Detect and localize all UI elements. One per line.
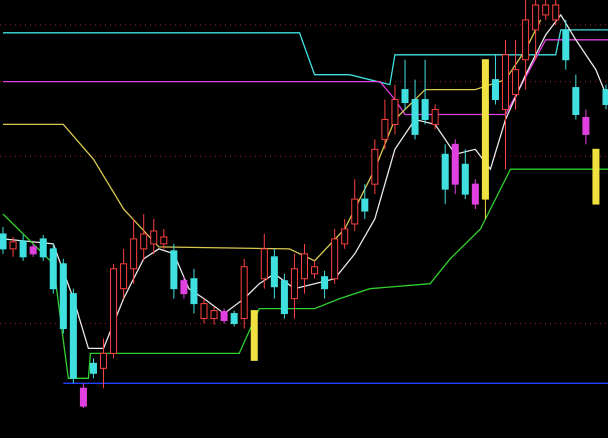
candle-body [170, 250, 178, 290]
indicator-line [3, 39, 608, 116]
candle-body [9, 241, 17, 250]
candle-body [341, 228, 349, 245]
candle-body [582, 116, 590, 135]
candle-body [19, 240, 27, 258]
candle-body [140, 233, 148, 250]
candle-body [481, 59, 489, 200]
candle-body [522, 19, 530, 61]
candle-body [331, 238, 339, 280]
candle-body [441, 153, 449, 190]
candle-body [110, 268, 118, 354]
candle-body [321, 276, 329, 290]
candle-body [49, 248, 57, 290]
candle-body [501, 54, 510, 110]
candle-body [381, 118, 389, 140]
candle-body [190, 278, 198, 305]
candle-body [0, 233, 7, 250]
candle-body [542, 4, 550, 16]
candle-body [69, 293, 77, 379]
candle-body [200, 303, 208, 320]
candle-body [311, 266, 319, 275]
candle-body [421, 99, 429, 120]
candle-body [29, 246, 37, 255]
candle-body [150, 230, 158, 245]
candle-body [250, 310, 258, 361]
candle-body [401, 89, 409, 104]
candle-body [431, 109, 439, 125]
candle-body [592, 148, 600, 205]
candle-body [79, 387, 87, 407]
candle-body [220, 311, 228, 322]
indicator-line [3, 29, 608, 86]
candle-body [471, 183, 479, 205]
candle-body [391, 99, 399, 125]
candle-body [451, 143, 459, 185]
candle-body [59, 263, 67, 329]
candle-body [602, 89, 608, 106]
candle-body [411, 99, 419, 135]
candle-body [39, 238, 47, 258]
candle-body [371, 148, 379, 185]
candle-body [99, 352, 108, 369]
candle-body [461, 163, 469, 195]
candle-body [270, 256, 278, 288]
candle-body [562, 29, 570, 61]
candle-body [120, 263, 128, 290]
candle-body [260, 248, 268, 280]
candle-body [552, 4, 560, 21]
candle-body [180, 280, 188, 295]
candle-body [290, 268, 298, 300]
candle-body [351, 198, 359, 225]
candle-body [300, 253, 309, 280]
candle-body [491, 79, 499, 101]
candle-body [512, 69, 520, 96]
candle-body [361, 198, 369, 212]
candle-body [210, 310, 218, 320]
candle-body [280, 280, 288, 315]
candle-body [230, 313, 238, 325]
candle-body [160, 236, 168, 245]
candle-body [532, 4, 540, 31]
candle-body [572, 87, 580, 115]
candle-body [130, 238, 138, 270]
candle-body [240, 266, 248, 320]
candle-body [89, 362, 97, 374]
